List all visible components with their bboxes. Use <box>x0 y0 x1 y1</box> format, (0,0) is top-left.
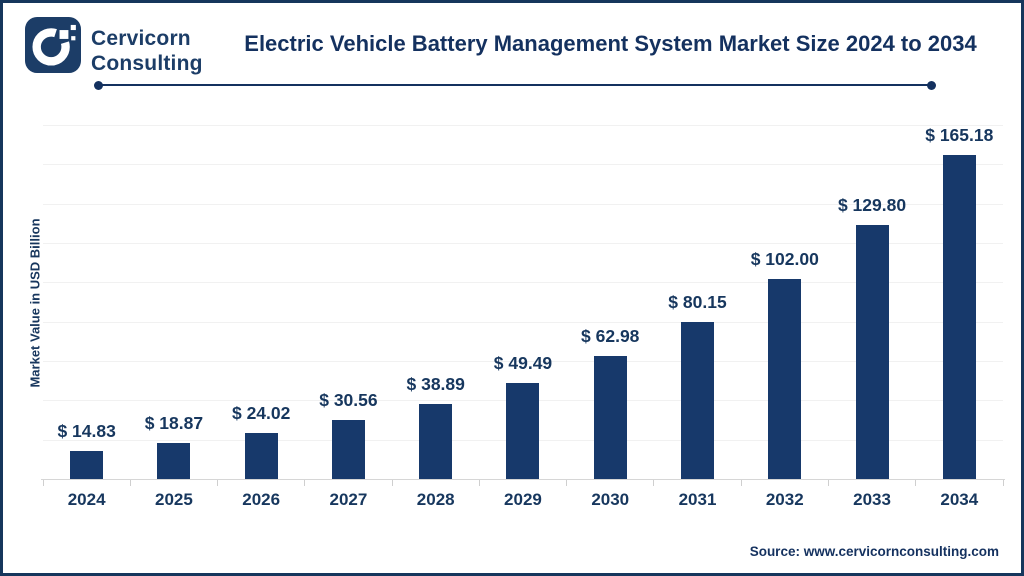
x-tick-label: 2031 <box>678 490 717 509</box>
x-tick-label: 2026 <box>242 490 281 509</box>
gridline <box>43 321 1003 323</box>
title-underline <box>94 80 936 90</box>
axis-tick <box>827 480 829 486</box>
gridline <box>43 125 1003 126</box>
bar-value-label: $ 18.87 <box>144 412 204 433</box>
axis-tick <box>1002 480 1004 486</box>
x-tick-label: 2025 <box>154 490 193 509</box>
axis-tick <box>653 480 655 486</box>
cervicorn-logo-icon <box>25 17 81 73</box>
x-tick-label: 2033 <box>853 490 891 509</box>
bar-value-label: $ 38.89 <box>406 373 465 394</box>
bar-group: $ 38.89 <box>392 113 479 480</box>
x-tick-label: 2030 <box>591 490 630 509</box>
bar <box>506 382 540 480</box>
bar-group: $ 102.00 <box>741 113 828 480</box>
bar-value-label: $ 102.00 <box>750 249 819 270</box>
gridline <box>43 243 1003 244</box>
x-tick-label: 2029 <box>504 490 542 509</box>
bar-value-label: $ 80.15 <box>668 292 727 313</box>
axis-tick <box>566 480 568 486</box>
bar-value-label: $ 165.18 <box>925 125 994 146</box>
x-tick-label: 2028 <box>416 490 455 509</box>
plot-area: $ 14.83 $ 18.87 $ 24.02 $ 30.56 $ 38.89 $ 49.… <box>41 113 1005 486</box>
axis-tick <box>391 480 393 486</box>
gridline <box>43 361 1003 362</box>
bar <box>419 403 453 480</box>
bar-group: $ 80.15 <box>654 113 741 480</box>
x-tick-label: 2034 <box>940 490 979 509</box>
x-tick-label: 2027 <box>329 490 368 509</box>
bar <box>768 279 802 480</box>
bar-value-label: $ 49.49 <box>493 352 553 373</box>
bar-value-label: $ 24.02 <box>231 402 291 423</box>
x-axis-labels: 2024 2025 2026 2027 2028 2029 2030 2031 2032 2033… <box>43 490 1003 510</box>
bar-value-label: $ 129.80 <box>837 194 907 215</box>
bar <box>70 450 104 480</box>
brand-line2: Consulting <box>91 52 203 75</box>
rule-left-dot-icon <box>94 80 103 90</box>
axis-tick <box>478 480 480 486</box>
bar-group: $ 24.02 <box>218 113 305 480</box>
bar <box>593 356 627 480</box>
bar-group: $ 62.98 <box>567 113 654 480</box>
x-tick-label: 2032 <box>765 490 804 509</box>
gridline <box>43 203 1003 205</box>
bar <box>244 432 278 480</box>
brand-line1: Cervicorn <box>91 27 191 50</box>
axis-tick <box>915 480 917 486</box>
bar-group: $ 14.83 <box>43 113 130 480</box>
bar-group: $ 30.56 <box>305 113 392 480</box>
bar-value-label: $ 30.56 <box>319 389 378 410</box>
axis-tick <box>740 480 742 486</box>
axis-tick <box>42 480 44 486</box>
bar-value-label: $ 14.83 <box>57 420 116 441</box>
bar <box>331 419 365 480</box>
gridline <box>43 282 1003 284</box>
bar <box>680 322 714 480</box>
bar <box>855 224 889 480</box>
bar-group: $ 18.87 <box>130 113 217 480</box>
y-axis-label: Market Value in USD Billion <box>27 218 43 388</box>
bar-group: $ 165.18 <box>916 113 1003 480</box>
bar-group: $ 129.80 <box>828 113 915 480</box>
bar <box>942 155 976 480</box>
bar-value-label: $ 62.98 <box>581 326 640 347</box>
chart-title: Electric Vehicle Battery Management Syst… <box>244 31 977 56</box>
axis-tick <box>129 480 131 486</box>
source-credit: Source: www.cervicornconsulting.com <box>749 544 999 559</box>
bar <box>157 442 191 480</box>
bar-group: $ 49.49 <box>479 113 566 480</box>
brand-name: Cervicorn Consulting <box>91 26 203 76</box>
axis-tick <box>304 480 306 486</box>
bars-container: $ 14.83 $ 18.87 $ 24.02 $ 30.56 $ 38.89 $ 49.… <box>43 113 1003 480</box>
rule-right-dot-icon <box>927 80 936 90</box>
axis-tick <box>217 480 219 486</box>
x-axis-line <box>41 479 1005 480</box>
gridline <box>43 164 1003 166</box>
x-tick-label: 2024 <box>67 490 106 509</box>
